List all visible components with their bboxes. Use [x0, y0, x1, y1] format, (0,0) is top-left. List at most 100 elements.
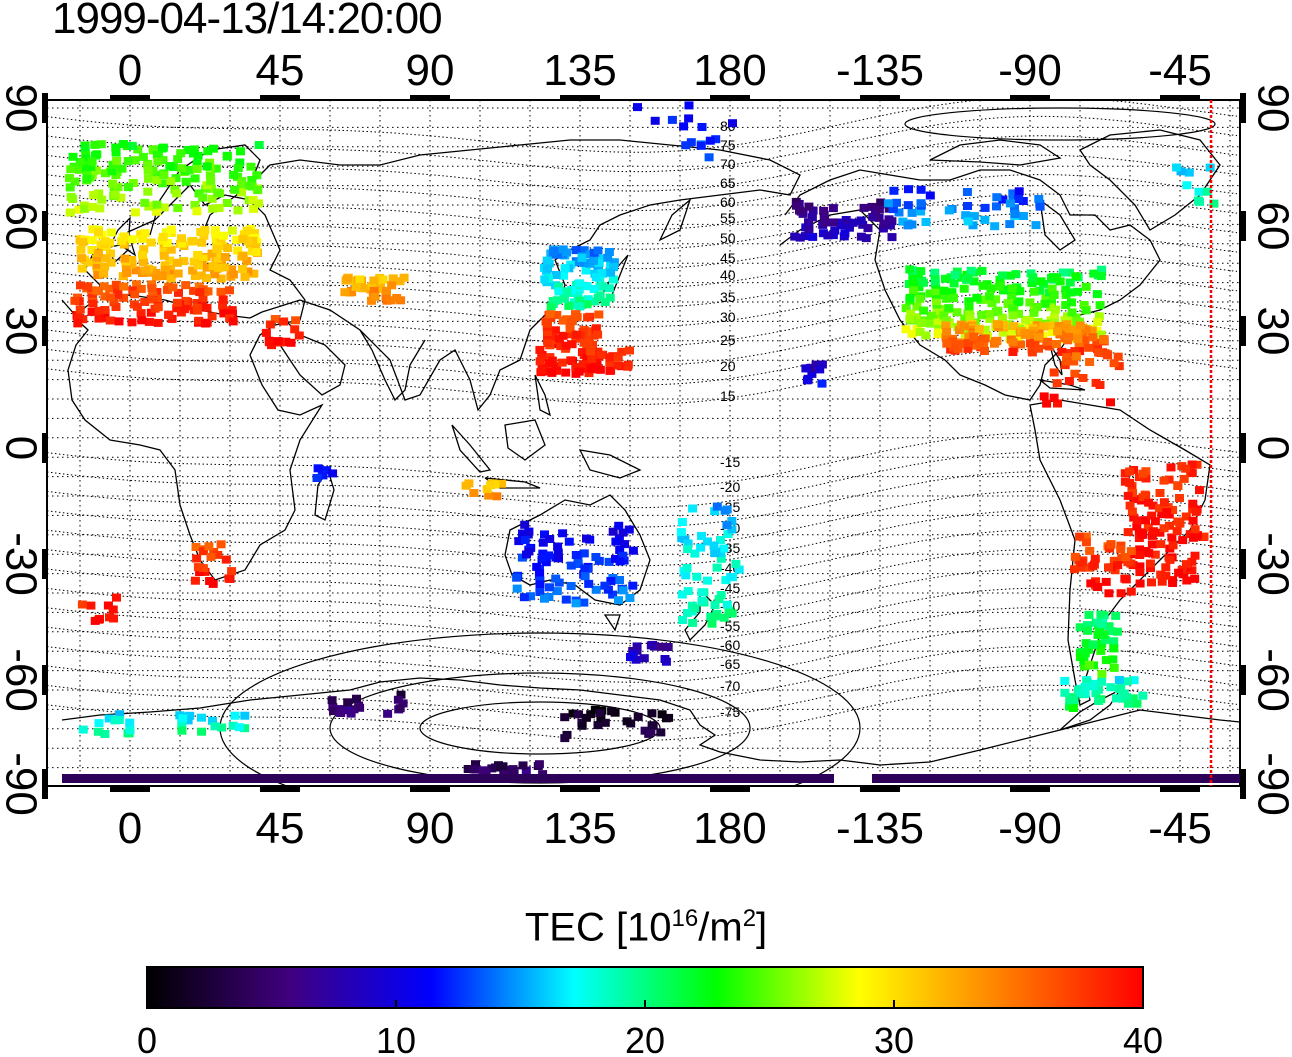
tec-cell: [203, 287, 213, 296]
tec-cell: [1075, 321, 1085, 330]
tec-cell: [237, 181, 247, 190]
tec-cell: [1070, 318, 1080, 327]
tec-cell: [541, 317, 551, 326]
tec-cell: [222, 152, 232, 161]
tec-cell: [206, 176, 216, 185]
tec-cell: [609, 258, 619, 267]
tec-cell: [551, 271, 561, 279]
tec-cell: [1081, 306, 1091, 315]
tec-cell: [575, 279, 584, 288]
tec-cell: [856, 216, 866, 225]
tec-cell: [664, 713, 674, 722]
tec-cell: [73, 319, 83, 328]
tec-cell: [106, 249, 115, 258]
tec-cell: [919, 306, 929, 315]
tec-cell: [552, 587, 562, 596]
tec-cell: [153, 157, 163, 166]
tec-cell: [240, 711, 250, 720]
tec-cell: [807, 213, 817, 222]
tec-cell: [1088, 640, 1098, 649]
tec-cell: [1008, 338, 1018, 347]
tec-cell: [553, 548, 563, 557]
tec-cell: [955, 340, 965, 349]
tec-cell: [207, 249, 217, 258]
bottom-tick: [710, 786, 750, 792]
tec-cell: [386, 296, 396, 305]
tec-cell: [1108, 655, 1118, 664]
tec-cell: [519, 593, 529, 602]
tec-cell: [1137, 528, 1147, 537]
tec-cell: [1065, 325, 1075, 334]
tec-cell: [1013, 333, 1023, 341]
tec-cell: [191, 543, 201, 551]
tec-cell: [100, 169, 110, 178]
tec-cell: [905, 265, 915, 274]
tec-cell: [146, 238, 156, 247]
tec-cell: [542, 256, 552, 265]
tec-cell: [172, 258, 182, 267]
tec-cell: [905, 315, 915, 323]
tec-cell: [561, 595, 571, 604]
tec-cell: [198, 254, 208, 263]
tec-cell: [1147, 578, 1156, 587]
tec-cell: [1144, 498, 1154, 507]
tec-cell: [1083, 621, 1092, 630]
tec-cell: [143, 166, 153, 175]
tec-cell: [716, 536, 725, 544]
tec-cell: [367, 282, 377, 291]
tec-cell: [1035, 202, 1045, 211]
contour-line: [47, 510, 1238, 567]
tec-cell: [347, 288, 357, 297]
tec-cell: [811, 360, 821, 369]
tec-cell: [216, 287, 226, 296]
map-frame: [46, 99, 1241, 787]
tec-cell: [1092, 290, 1102, 299]
tec-cell: [582, 300, 592, 309]
tec-cell: [143, 187, 153, 196]
tec-cell: [605, 293, 615, 302]
tec-cell: [177, 719, 187, 728]
tec-cell: [820, 218, 830, 227]
tec-cell: [92, 264, 102, 272]
tec-cell: [106, 258, 116, 267]
tec-cell: [194, 261, 203, 270]
tec-cell: [595, 709, 605, 718]
tec-cell: [117, 237, 127, 246]
tec-cell: [1008, 304, 1018, 313]
tec-cell: [159, 171, 169, 179]
tec-cell: [571, 599, 581, 608]
tec-cell: [1106, 627, 1116, 636]
tec-cell: [915, 327, 925, 336]
tec-cell: [828, 218, 838, 227]
tec-cell: [1109, 663, 1119, 672]
tec-cell: [801, 364, 811, 373]
tec-cell: [720, 506, 730, 515]
tec-cell: [75, 305, 85, 314]
right-tick: [1240, 93, 1246, 123]
tec-cell: [1096, 330, 1106, 339]
tec-cell: [329, 707, 338, 716]
tec-cell: [711, 547, 721, 556]
tec-cell: [1096, 272, 1106, 281]
tec-cell: [944, 304, 954, 313]
contour-label: 15: [720, 388, 736, 404]
tec-cell: [113, 183, 123, 192]
tec-cell: [1103, 351, 1113, 360]
tec-cell: [99, 282, 109, 291]
tec-cell: [99, 269, 109, 278]
colorbar-tick-label: 40: [1123, 1020, 1163, 1057]
tec-cell: [1061, 301, 1071, 309]
tec-cell: [1135, 568, 1145, 577]
tec-cell: [1202, 187, 1212, 196]
tec-cell: [153, 303, 163, 312]
tec-cell: [233, 206, 243, 215]
tec-cell: [977, 310, 987, 319]
tec-cell: [580, 564, 590, 573]
contour-label: 65: [720, 175, 736, 191]
left-tick: [42, 93, 48, 123]
tec-cell: [679, 122, 689, 131]
tec-cell: [193, 250, 203, 259]
tec-cell: [162, 285, 172, 294]
tec-cell: [1104, 589, 1114, 598]
tec-cell: [1085, 358, 1095, 366]
